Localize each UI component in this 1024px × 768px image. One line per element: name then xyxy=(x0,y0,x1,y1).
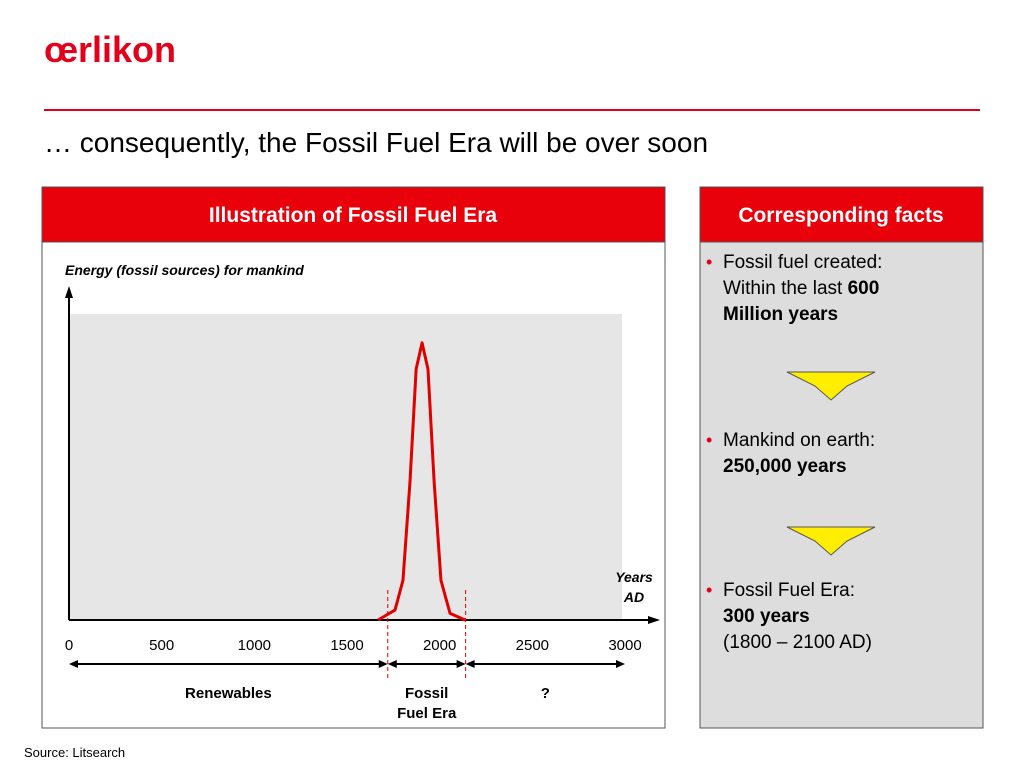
x-axis-label: AD xyxy=(623,589,644,605)
x-tick-label: 2000 xyxy=(423,637,456,654)
x-tick-label: 500 xyxy=(149,637,174,654)
x-tick-label: 1500 xyxy=(330,637,363,654)
curve xyxy=(377,341,466,622)
fact-text: (1800 – 2100 AD) xyxy=(723,632,872,653)
x-axis-arrow xyxy=(648,616,660,624)
fact-text: Fossil Fuel Era: xyxy=(723,580,855,601)
facts-list: • Fossil fuel created: Within the last 600… xyxy=(706,252,882,653)
fact-line: Million years xyxy=(723,304,838,325)
bullet: • xyxy=(706,252,712,272)
arrow-head xyxy=(69,660,78,668)
arrow-head xyxy=(378,660,388,668)
chart: Energy (fossil sources) for mankind Years… xyxy=(65,262,660,722)
slide-title: … consequently, the Fossil Fuel Era will… xyxy=(44,127,708,158)
right-panel-header xyxy=(699,186,984,243)
logo: œrlikon xyxy=(44,29,176,70)
fact-line: Within the last 600 xyxy=(723,278,879,299)
fact-text: 300 years xyxy=(723,606,810,627)
y-axis-label: Energy (fossil sources) for mankind xyxy=(65,262,304,278)
y-axis-arrow xyxy=(65,286,73,298)
x-axis-label: Years xyxy=(615,569,653,585)
bullet: • xyxy=(706,430,712,450)
x-tick-label: 3000 xyxy=(608,637,641,654)
source: Source: Litsearch xyxy=(24,745,125,760)
span-label: Fuel Era xyxy=(397,705,457,722)
span-label: Fossil xyxy=(405,685,448,702)
fact-line: Fossil fuel created: xyxy=(723,252,882,273)
arrow-head xyxy=(456,660,466,668)
left-panel-header xyxy=(41,186,666,243)
fact-text: 250,000 years xyxy=(723,456,847,477)
panel-title: Illustration of Fossil Fuel Era xyxy=(209,204,498,227)
fact-line: 300 years xyxy=(723,606,810,627)
fact-text: 600 xyxy=(848,278,880,299)
fact-text: Fossil fuel created: xyxy=(723,252,882,273)
x-tick-label: 0 xyxy=(65,637,73,654)
span-label: ? xyxy=(541,685,550,702)
fact-line: Mankind on earth: xyxy=(723,430,875,451)
arrow-head xyxy=(465,660,475,668)
fact-text: Mankind on earth: xyxy=(723,430,875,451)
plot-background xyxy=(69,314,622,620)
fact-text: Within the last xyxy=(723,278,848,299)
arrow-head xyxy=(616,660,625,668)
span-label: Renewables xyxy=(185,685,272,702)
fact-line: Fossil Fuel Era: xyxy=(723,580,855,601)
right-panel xyxy=(699,186,984,729)
arrow-head xyxy=(387,660,397,668)
fact-line: 250,000 years xyxy=(723,456,847,477)
x-tick-label: 1000 xyxy=(238,637,271,654)
x-tick-label: 2500 xyxy=(516,637,549,654)
down-arrow xyxy=(786,371,876,401)
facts-title: Corresponding facts xyxy=(738,204,943,227)
fact-text: Million years xyxy=(723,304,838,325)
fact-line: (1800 – 2100 AD) xyxy=(723,632,872,653)
down-arrow xyxy=(786,526,876,556)
bullet: • xyxy=(706,580,712,600)
